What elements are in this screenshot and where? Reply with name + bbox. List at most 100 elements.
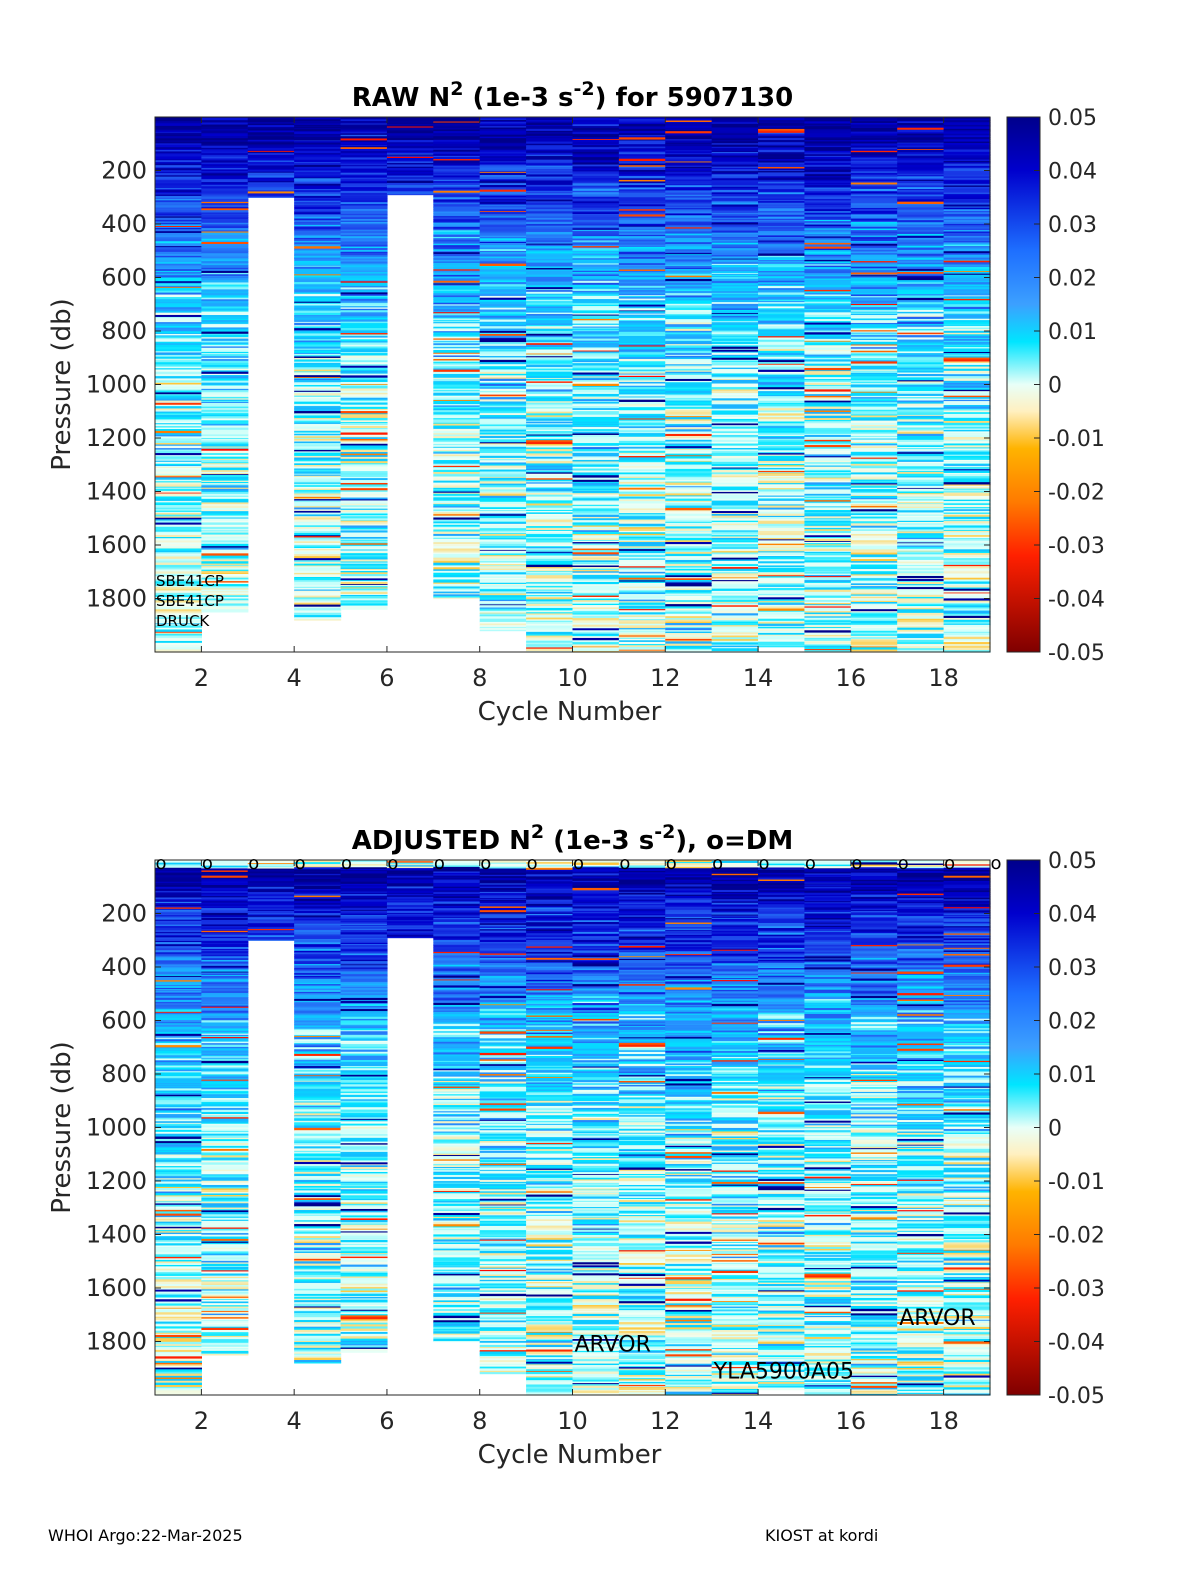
x-axis: 2 4 6 8 10 12 14 16 18 Cycle Number [194, 117, 959, 727]
heatmap-column-cycle-9 [526, 860, 574, 1396]
dm-marker: o [990, 853, 1001, 874]
dm-marker: o [341, 853, 352, 874]
heatmap-column-cycle-17 [897, 117, 945, 653]
y-tick-label: 200 [101, 157, 147, 185]
heatmap-column-cycle-13 [711, 860, 759, 1396]
heatmap-column-cycle-16 [850, 860, 898, 1396]
x-tick-label: 18 [928, 1407, 959, 1435]
footer-left-text: WHOI Argo:22-Mar-2025 [48, 1526, 243, 1545]
y-tick-label: 1400 [86, 478, 147, 506]
dm-marker: o [248, 853, 259, 874]
heatmap-column-cycle-15 [804, 860, 852, 1396]
heatmap-column-cycle-4 [294, 117, 342, 621]
dm-marker: o [202, 853, 213, 874]
heatmap-column-cycle-9 [526, 117, 574, 653]
x-tick-label: 14 [743, 664, 774, 692]
heatmap-column-cycle-6 [386, 117, 434, 196]
x-tick-label: 16 [836, 664, 867, 692]
dm-marker: o [851, 853, 862, 874]
heatmap-column-cycle-11 [618, 117, 666, 653]
chart-title: RAW N2 (1e-3 s-2) for 5907130 [352, 78, 794, 113]
colorbar-tick-label: 0.05 [1048, 106, 1097, 131]
dm-marker: o [434, 853, 445, 874]
x-tick-label: 12 [650, 664, 681, 692]
y-axis: 200 400 600 800 1000 1200 1400 1600 1800 Pressure… [47, 900, 990, 1356]
x-tick-label: 8 [472, 1407, 487, 1435]
colorbar-tick-label: 0.05 [1048, 849, 1097, 874]
heatmap-column-cycle-1 [155, 117, 202, 653]
annotation-label: ARVOR [575, 1333, 651, 1358]
heatmap-column-cycle-14 [758, 117, 806, 648]
x-tick-label: 6 [379, 664, 394, 692]
colorbar: 0.05 0.04 0.03 0.02 0.01 0 -0.01 -0.02 -0.03 -0.0… [1006, 106, 1105, 666]
y-tick-label: 1600 [86, 531, 147, 559]
heatmap-column-cycle-8 [479, 117, 527, 632]
heatmap-column-cycle-10 [572, 117, 620, 653]
adjusted-n2-chart: 2 4 6 8 10 12 14 16 18 Cycle Number 200 400 600 800 10… [47, 821, 1105, 1470]
x-tick-label: 6 [379, 1407, 394, 1435]
x-tick-label: 12 [650, 1407, 681, 1435]
footer-right-text: KIOST at kordi [765, 1526, 879, 1545]
heatmap-column-cycle-12 [665, 117, 713, 653]
heatmap-column-cycle-6 [386, 860, 434, 939]
colorbar-tick-label: 0.03 [1048, 956, 1097, 981]
y-axis: 200 400 600 800 1000 1200 1400 1600 1800 Pressure… [47, 157, 990, 613]
heatmap [155, 860, 991, 1396]
dm-marker: o [666, 853, 677, 874]
dm-marker: o [759, 853, 770, 874]
x-axis: 2 4 6 8 10 12 14 16 18 Cycle Number [194, 860, 959, 1470]
y-tick-label: 1000 [86, 1114, 147, 1142]
heatmap [155, 117, 991, 653]
dm-marker: o [527, 853, 538, 874]
heatmap-column-cycle-5 [340, 117, 388, 610]
colorbar-tick-label: 0.02 [1048, 267, 1097, 292]
dm-marker: o [295, 853, 306, 874]
colorbar-tick-label: -0.04 [1048, 588, 1105, 613]
y-tick-label: 400 [101, 953, 147, 981]
colorbar-tick-label: -0.01 [1048, 1170, 1105, 1195]
x-tick-label: 4 [287, 664, 302, 692]
heatmap-column-cycle-14 [758, 860, 806, 1391]
colorbar-tick-label: 0.03 [1048, 213, 1097, 238]
heatmap-column-cycle-2 [201, 860, 249, 1356]
heatmap-column-cycle-18 [943, 860, 991, 1396]
heatmap-column-cycle-16 [850, 117, 898, 653]
heatmap-column-cycle-12 [665, 860, 713, 1396]
heatmap-column-cycle-3 [247, 860, 295, 941]
y-tick-label: 1800 [86, 585, 147, 613]
y-tick-label: 600 [101, 264, 147, 292]
colorbar-tick-label: -0.03 [1048, 1277, 1105, 1302]
dm-marker: o [712, 853, 723, 874]
dm-marker: o [944, 853, 955, 874]
heatmap-column-cycle-18 [943, 117, 991, 653]
dm-marker: o [387, 853, 398, 874]
annotation-label: DRUCK [156, 612, 210, 630]
y-tick-label: 1400 [86, 1221, 147, 1249]
colorbar-tick-label: -0.02 [1048, 481, 1105, 506]
heatmap-column-cycle-4 [294, 860, 342, 1364]
annotation-label: ARVOR [899, 1306, 975, 1331]
dm-marker: o [480, 853, 491, 874]
y-axis-label: Pressure (db) [47, 298, 77, 471]
colorbar-tick-label: 0.01 [1048, 320, 1097, 345]
raw-n2-chart: 2 4 6 8 10 12 14 16 18 Cycle Number 200 400 600 800 10… [47, 78, 1105, 727]
y-tick-label: 1600 [86, 1274, 147, 1302]
x-tick-label: 14 [743, 1407, 774, 1435]
x-tick-label: 18 [928, 664, 959, 692]
colorbar-tick-label: 0.04 [1048, 903, 1097, 928]
colorbar-tick-label: -0.01 [1048, 427, 1105, 452]
heatmap-column-cycle-7 [433, 117, 481, 600]
y-axis-label: Pressure (db) [47, 1041, 77, 1214]
y-tick-label: 600 [101, 1007, 147, 1035]
x-tick-label: 4 [287, 1407, 302, 1435]
heatmap-column-cycle-7 [433, 860, 481, 1343]
annotation-label: SBE41CP [156, 592, 224, 610]
colorbar-tick-label: 0.02 [1048, 1010, 1097, 1035]
x-axis-label: Cycle Number [478, 1440, 662, 1470]
heatmap-column-cycle-10 [572, 860, 620, 1396]
x-tick-label: 8 [472, 664, 487, 692]
x-tick-label: 16 [836, 1407, 867, 1435]
annotation-label: YLA5900A05 [713, 1359, 854, 1384]
